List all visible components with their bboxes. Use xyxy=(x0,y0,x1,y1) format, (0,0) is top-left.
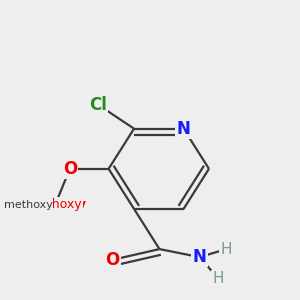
Text: O: O xyxy=(63,160,77,178)
Text: O: O xyxy=(106,251,120,269)
Text: methoxy: methoxy xyxy=(25,198,85,212)
Text: Cl: Cl xyxy=(89,96,107,114)
Text: N: N xyxy=(177,120,190,138)
Text: methoxy: methoxy xyxy=(28,198,82,212)
Text: H: H xyxy=(220,242,232,256)
Text: N: N xyxy=(193,248,206,266)
Text: H: H xyxy=(213,271,224,286)
Text: O: O xyxy=(63,160,77,178)
Text: methoxy: methoxy xyxy=(4,200,52,210)
